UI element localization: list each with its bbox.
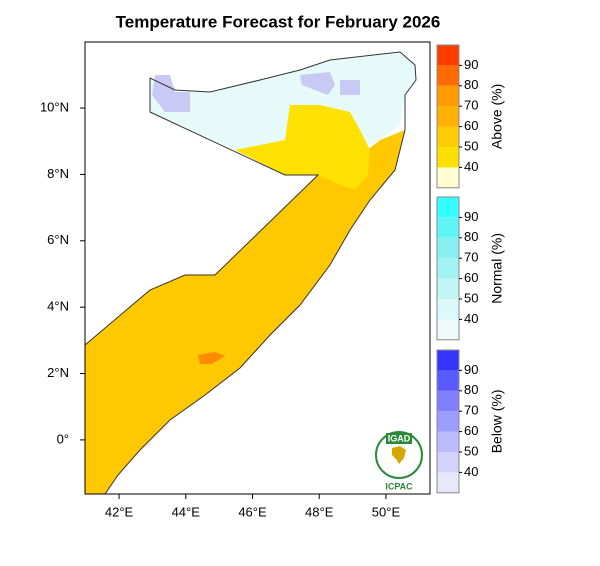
legend-swatch (437, 390, 459, 412)
legend-swatch (437, 299, 459, 320)
legend-swatch (437, 217, 459, 238)
legend-tick-label: 90 (464, 362, 478, 377)
legend-tick-label: 90 (464, 209, 478, 224)
legend-frame (436, 349, 460, 494)
below-patch (300, 72, 335, 95)
logo-top-text: IGAD (388, 433, 411, 443)
legend-swatch (437, 65, 459, 86)
legend-tick-label: 60 (464, 423, 478, 438)
legend-tick-label: 80 (464, 77, 478, 92)
legend-swatch (437, 258, 459, 279)
y-tick-label: 10°N (40, 99, 69, 114)
legend-tick-label: 90 (464, 57, 478, 72)
legend-tick-label: 40 (464, 464, 478, 479)
legend-tick-label: 60 (464, 270, 478, 285)
legend-swatch (437, 319, 459, 340)
x-tick-label: 46°E (238, 504, 267, 519)
x-tick-label: 50°E (372, 504, 401, 519)
legend-swatch (437, 45, 459, 66)
legend-swatch (437, 278, 459, 299)
logo-banner (386, 433, 412, 444)
legend-swatch (437, 147, 459, 168)
above-high-patch (198, 352, 225, 364)
legend-swatch (437, 85, 459, 107)
y-tick-label: 2°N (47, 365, 69, 380)
logo: IGAD ICPAC (375, 431, 423, 491)
legend-tick-label: 70 (464, 98, 478, 113)
legend-tick-label: 40 (464, 311, 478, 326)
legend-swatch (437, 237, 459, 259)
country-fill (85, 130, 405, 494)
legend-title: Normal (%) (489, 233, 505, 304)
x-tick-label: 48°E (305, 504, 334, 519)
legend-swatch (437, 472, 459, 493)
legend-tick-label: 70 (464, 403, 478, 418)
below-patch (340, 80, 360, 95)
legend-title: Below (%) (489, 390, 505, 454)
legend-tick-label: 80 (464, 382, 478, 397)
country-outline (84, 51, 417, 495)
legend-swatch (437, 370, 459, 391)
legend-tick-label: 50 (464, 443, 478, 458)
y-tick-label: 8°N (47, 166, 69, 181)
legend-tick-label: 60 (464, 118, 478, 133)
legend-swatch (437, 350, 459, 371)
legend-swatch (437, 411, 459, 432)
logo-bottom-text: ICPAC (385, 481, 413, 491)
map-frame (84, 41, 431, 495)
legend-swatch (437, 197, 459, 218)
legend-swatch (437, 106, 459, 127)
legend-swatch (437, 167, 459, 188)
legend-tick-label: 50 (464, 138, 478, 153)
legend-swatch (437, 452, 459, 473)
map-area (84, 41, 431, 495)
legend-tick-label: 70 (464, 250, 478, 265)
legend-title: Above (%) (489, 84, 505, 149)
legend-swatch (437, 126, 459, 147)
y-tick-label: 4°N (47, 299, 69, 314)
y-tick-label: 0° (57, 431, 69, 446)
legend-frame (436, 44, 460, 189)
map-title: Temperature Forecast for February 2026 (116, 12, 441, 31)
north-above-region (235, 105, 370, 190)
legend-tick-label: 80 (464, 229, 478, 244)
x-tick-label: 42°E (105, 504, 134, 519)
below-patch (152, 75, 190, 112)
legend-tick-label: 40 (464, 159, 478, 174)
legend-frame (436, 196, 460, 341)
legend-tick-label: 50 (464, 290, 478, 305)
legend-swatch (437, 431, 459, 452)
x-tick-label: 44°E (172, 504, 201, 519)
logo-map (392, 446, 406, 464)
y-tick-label: 6°N (47, 232, 69, 247)
